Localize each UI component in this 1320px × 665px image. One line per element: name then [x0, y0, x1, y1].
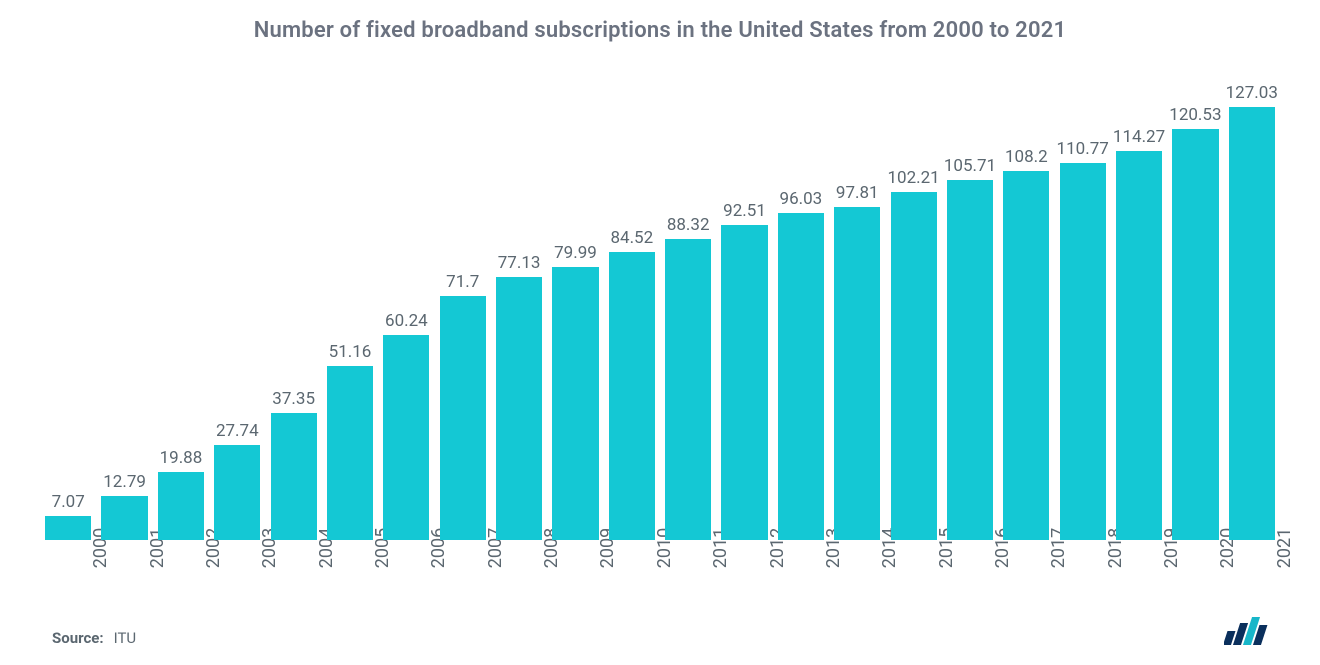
bar-value-label: 96.03 [780, 189, 823, 209]
plot-area: 7.07200012.79200119.88200227.74200337.35… [40, 80, 1280, 540]
bar-value-label: 84.52 [610, 228, 653, 248]
bar-wrap: 19.882002 [153, 80, 209, 540]
bar-value-label: 51.16 [329, 342, 372, 362]
bar [496, 277, 542, 540]
chart-container: Number of fixed broadband subscriptions … [0, 0, 1320, 665]
bar [552, 267, 598, 540]
bar-wrap: 51.162005 [322, 80, 378, 540]
source-label: Source: [52, 629, 104, 647]
bar-value-label: 37.35 [272, 389, 315, 409]
bar-value-label: 71.7 [446, 272, 479, 292]
bar [440, 296, 486, 540]
bar-wrap: 105.712016 [942, 80, 998, 540]
bar-wrap: 88.322011 [660, 80, 716, 540]
bar [1116, 151, 1162, 540]
bar-wrap: 102.212015 [885, 80, 941, 540]
bar [1229, 107, 1275, 540]
bar-value-label: 88.32 [667, 215, 710, 235]
bar [1003, 171, 1049, 540]
bar-value-label: 105.71 [944, 156, 996, 176]
bar [327, 366, 373, 540]
bar-wrap: 27.742003 [209, 80, 265, 540]
bar [778, 213, 824, 540]
bar-wrap: 96.032013 [773, 80, 829, 540]
bar-value-label: 60.24 [385, 311, 428, 331]
bar-wrap: 114.272019 [1111, 80, 1167, 540]
bar [609, 252, 655, 540]
bar-value-label: 27.74 [216, 421, 259, 441]
x-axis-label: 2021 [1252, 528, 1295, 568]
bar-wrap: 7.072000 [40, 80, 96, 540]
bar-wrap: 12.792001 [96, 80, 152, 540]
bar [214, 445, 260, 540]
bar [721, 225, 767, 540]
bar-value-label: 127.03 [1226, 83, 1278, 103]
bar-value-label: 79.99 [554, 243, 597, 263]
bar-value-label: 7.07 [52, 492, 85, 512]
bar-value-label: 12.79 [103, 472, 146, 492]
bar-wrap: 79.992009 [547, 80, 603, 540]
bar-value-label: 97.81 [836, 183, 879, 203]
bar-wrap: 97.812014 [829, 80, 885, 540]
bar-wrap: 92.512012 [716, 80, 772, 540]
bar [891, 192, 937, 540]
bar-wrap: 84.522010 [604, 80, 660, 540]
bar [1060, 163, 1106, 540]
chart-title: Number of fixed broadband subscriptions … [0, 0, 1320, 43]
bar [834, 207, 880, 540]
bar-value-label: 92.51 [723, 201, 766, 221]
bar-wrap: 77.132008 [491, 80, 547, 540]
bar-value-label: 77.13 [498, 253, 541, 273]
bar [947, 180, 993, 540]
bar-wrap: 127.032021 [1224, 80, 1280, 540]
bar-series: 7.07200012.79200119.88200227.74200337.35… [40, 80, 1280, 540]
bar [383, 335, 429, 540]
bar-value-label: 114.27 [1113, 127, 1165, 147]
bar-wrap: 60.242006 [378, 80, 434, 540]
bar-wrap: 71.72007 [435, 80, 491, 540]
bar-wrap: 108.22017 [998, 80, 1054, 540]
bar-value-label: 108.2 [1005, 147, 1048, 167]
bar-wrap: 120.532020 [1167, 80, 1223, 540]
bar-wrap: 37.352004 [265, 80, 321, 540]
mordor-intelligence-logo-icon [1224, 611, 1280, 647]
bar-wrap: 110.772018 [1055, 80, 1111, 540]
bar-value-label: 19.88 [160, 448, 203, 468]
bar-value-label: 102.21 [887, 168, 939, 188]
bar [665, 239, 711, 540]
bar [1172, 129, 1218, 540]
bar [271, 413, 317, 540]
source-footer: Source: ITU [52, 629, 136, 647]
source-value: ITU [114, 629, 137, 647]
bar-value-label: 110.77 [1057, 139, 1109, 159]
bar-value-label: 120.53 [1169, 105, 1221, 125]
